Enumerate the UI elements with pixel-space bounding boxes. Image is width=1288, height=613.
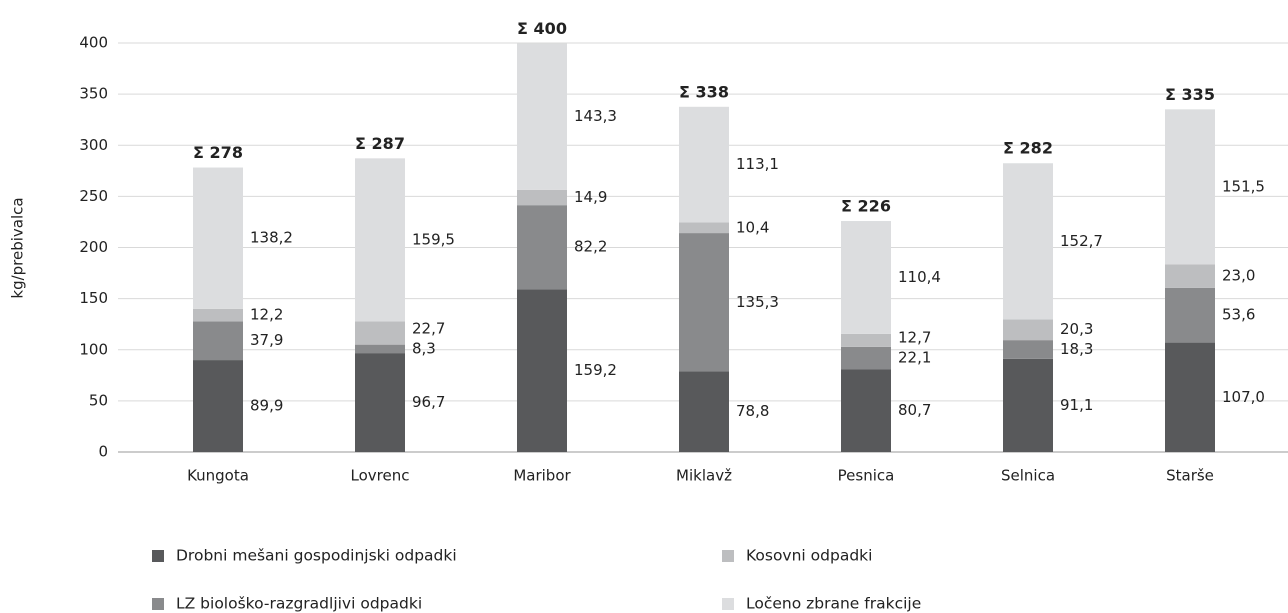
bar-segment [1003, 340, 1053, 359]
value-label: 22,7 [412, 319, 445, 337]
bar-segment [1003, 358, 1053, 452]
value-label: 12,2 [250, 306, 283, 324]
value-label: 135,3 [736, 293, 779, 311]
y-tick-label: 150 [79, 289, 108, 307]
bar-segment [679, 371, 729, 452]
bar-segment [1165, 264, 1215, 288]
value-label: 80,7 [898, 401, 931, 419]
x-tick-label: Miklavž [676, 467, 732, 485]
y-tick-label: 250 [79, 187, 108, 205]
value-label: 20,3 [1060, 320, 1093, 338]
value-label: 12,7 [898, 329, 931, 347]
legend-swatch [152, 598, 164, 610]
x-tick-label: Kungota [187, 467, 249, 485]
value-label: 10,4 [736, 218, 769, 236]
bar-segment [517, 205, 567, 290]
value-label: 23,0 [1222, 267, 1255, 285]
value-label: 82,2 [574, 238, 607, 256]
bar-segment [841, 333, 891, 347]
x-tick-label: Lovrenc [351, 467, 410, 485]
legend-label: LZ biološko-razgradljivi odpadki [176, 595, 422, 613]
total-label: Σ 287 [355, 134, 405, 153]
bar-segment [841, 369, 891, 452]
y-tick-label: 300 [79, 136, 108, 154]
value-label: 22,1 [898, 349, 931, 367]
bar-segment [517, 289, 567, 452]
bar-segment [841, 221, 891, 334]
x-tick-label: Maribor [513, 467, 571, 485]
y-tick-label: 0 [98, 443, 108, 461]
bar-segment [1003, 319, 1053, 341]
bar-segment [193, 167, 243, 309]
bar-segment [841, 346, 891, 370]
legend-label: Drobni mešani gospodinjski odpadki [176, 547, 457, 565]
total-label: Σ 278 [193, 143, 243, 162]
total-label: Σ 282 [1003, 139, 1053, 158]
y-tick-label: 200 [79, 238, 108, 256]
bar-segment [193, 321, 243, 361]
x-tick-label: Pesnica [838, 467, 895, 485]
value-label: 53,6 [1222, 306, 1255, 324]
value-label: 8,3 [412, 339, 436, 357]
legend-swatch [152, 550, 164, 562]
legend-label: Kosovni odpadki [746, 547, 872, 565]
total-label: Σ 400 [517, 19, 567, 38]
bar-segment [1165, 287, 1215, 343]
value-label: 143,3 [574, 107, 617, 125]
bar-segment [1003, 163, 1053, 320]
bar-segment [193, 360, 243, 452]
bar-segment [355, 321, 405, 345]
bar-segment [355, 344, 405, 354]
bar-segment [1165, 342, 1215, 452]
value-label: 96,7 [412, 393, 445, 411]
value-label: 159,2 [574, 361, 617, 379]
value-label: 37,9 [250, 331, 283, 349]
x-tick-label: Selnica [1001, 467, 1055, 485]
total-label: Σ 338 [679, 82, 729, 101]
value-label: 89,9 [250, 397, 283, 415]
value-label: 138,2 [250, 229, 293, 247]
y-tick-label: 100 [79, 340, 108, 358]
value-label: 159,5 [412, 230, 455, 248]
legend-swatch [722, 598, 734, 610]
value-label: 110,4 [898, 268, 941, 286]
bar-segment [1165, 109, 1215, 265]
legend-label: Ločeno zbrane frakcije [746, 595, 921, 613]
value-label: 113,1 [736, 155, 779, 173]
value-label: 151,5 [1222, 177, 1265, 195]
value-label: 14,9 [574, 188, 607, 206]
bar-segment [355, 158, 405, 322]
value-label: 91,1 [1060, 396, 1093, 414]
y-tick-label: 50 [89, 391, 108, 409]
value-label: 152,7 [1060, 232, 1103, 250]
bar-segment [679, 106, 729, 223]
total-label: Σ 335 [1165, 85, 1215, 104]
value-label: 107,0 [1222, 388, 1265, 406]
bar-segment [193, 308, 243, 322]
total-label: Σ 226 [841, 197, 891, 216]
value-label: 18,3 [1060, 340, 1093, 358]
legend-swatch [722, 550, 734, 562]
bar-segment [355, 353, 405, 452]
bar-segment [679, 233, 729, 372]
x-tick-label: Starše [1166, 467, 1214, 485]
value-label: 78,8 [736, 402, 769, 420]
bar-segment [517, 189, 567, 206]
y-axis-label: kg/prebivalca [9, 197, 27, 298]
bar-segment [517, 43, 567, 190]
y-tick-label: 400 [79, 34, 108, 52]
bar-segment [679, 222, 729, 234]
y-tick-label: 350 [79, 85, 108, 103]
